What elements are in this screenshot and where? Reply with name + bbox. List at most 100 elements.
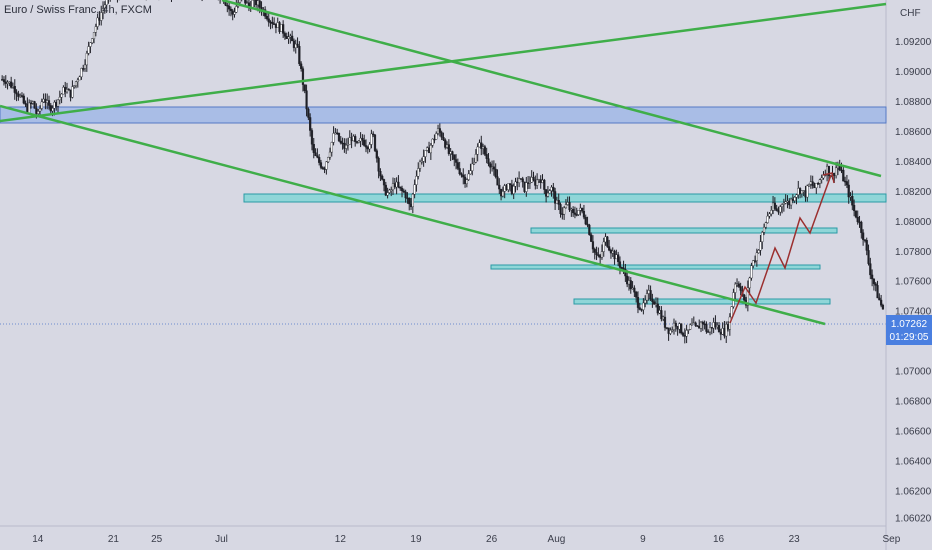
- candle-body: [265, 16, 269, 19]
- candle-body: [325, 161, 328, 170]
- candle-body: [395, 181, 398, 188]
- candle-body: [447, 144, 450, 154]
- x-tick-label: Jul: [215, 534, 228, 545]
- candle-body: [327, 157, 330, 163]
- x-tick-label: 26: [486, 534, 498, 545]
- candle-body: [755, 252, 758, 261]
- candle-body: [782, 202, 785, 205]
- candle-body: [379, 171, 382, 177]
- candle-body: [665, 327, 668, 329]
- candle-body: [483, 146, 486, 155]
- candle-body: [608, 246, 611, 251]
- rising-trendline: [0, 2, 887, 123]
- candle-body: [456, 162, 459, 169]
- candle-body: [517, 178, 521, 183]
- candle-body: [860, 221, 863, 233]
- x-tick-label: Sep: [883, 534, 901, 545]
- candle-body: [89, 42, 92, 47]
- current-price-value: 1.07262: [891, 319, 928, 330]
- candle-body: [597, 254, 600, 256]
- candle-body: [521, 178, 524, 183]
- current-price-countdown: 01:29:05: [890, 332, 929, 343]
- candle-body: [58, 96, 61, 101]
- candle-body: [19, 95, 22, 97]
- candle-body: [862, 232, 865, 240]
- candle-body: [577, 210, 580, 215]
- candle-body: [752, 260, 755, 266]
- candle-body: [60, 93, 63, 98]
- candle-body: [55, 102, 58, 107]
- candle-body: [575, 214, 578, 216]
- candle-body: [827, 165, 830, 176]
- candle-body: [316, 155, 319, 158]
- candle-body: [1, 79, 4, 81]
- candle-body: [382, 179, 386, 186]
- candle-body: [847, 184, 850, 198]
- candle-body: [411, 194, 414, 208]
- candle-body: [83, 64, 87, 69]
- candle-body: [743, 294, 746, 301]
- candle-body: [878, 297, 881, 301]
- candle-body: [880, 299, 883, 306]
- candle-body: [65, 89, 69, 93]
- candle-body: [494, 168, 497, 177]
- candle-body: [687, 329, 690, 331]
- candle-body: [788, 200, 791, 206]
- candle-body: [602, 241, 605, 252]
- candle-body: [372, 133, 375, 136]
- candle-body: [321, 167, 324, 169]
- candle-body: [429, 145, 432, 154]
- candle-body: [680, 323, 683, 334]
- candle-body: [287, 36, 290, 39]
- candle-body: [858, 221, 861, 224]
- y-tick-label: 1.08600: [895, 127, 932, 138]
- candle-body: [406, 197, 409, 200]
- candle-body: [645, 293, 649, 301]
- candle-body: [100, 12, 103, 21]
- candle-body: [777, 210, 780, 213]
- candle-body: [669, 330, 672, 334]
- candle-body: [748, 277, 751, 289]
- candle-body: [651, 298, 654, 302]
- candle-body: [348, 137, 351, 145]
- candle-body: [809, 181, 812, 185]
- candle-body: [388, 189, 391, 193]
- candle-body: [363, 139, 366, 146]
- x-tick-label: 12: [335, 534, 347, 545]
- candle-body: [708, 327, 712, 333]
- candle-body: [399, 186, 402, 189]
- candles-group: [1, 0, 885, 344]
- y-tick-label: 1.07400: [895, 307, 932, 318]
- candle-body: [820, 177, 823, 180]
- candle-body: [370, 133, 373, 145]
- candle-body: [582, 211, 586, 218]
- x-tick-label: 9: [640, 534, 646, 545]
- candle-body: [768, 213, 771, 217]
- candle-body: [339, 140, 342, 144]
- candle-body: [28, 102, 31, 113]
- candle-body: [17, 93, 20, 97]
- candle-body: [606, 236, 609, 247]
- candle-body: [692, 322, 695, 325]
- candle-body: [435, 133, 438, 140]
- x-tick-label: 16: [713, 534, 725, 545]
- candle-body: [853, 205, 856, 211]
- candle-body: [746, 287, 749, 306]
- candle-body: [472, 162, 476, 165]
- candle-body: [78, 76, 81, 81]
- candle-body: [689, 324, 692, 330]
- x-tick-label: 14: [32, 534, 44, 545]
- candle-body: [314, 152, 317, 156]
- candle-body: [761, 232, 764, 242]
- candle-body: [238, 0, 242, 3]
- candle-body: [721, 328, 724, 335]
- candle-body: [856, 216, 859, 223]
- y-tick-label: 1.07800: [895, 247, 932, 258]
- candle-body: [753, 260, 757, 262]
- support-zone-1: [243, 193, 887, 203]
- candle-body: [683, 335, 686, 337]
- candle-body: [474, 154, 477, 163]
- candle-body: [343, 142, 346, 149]
